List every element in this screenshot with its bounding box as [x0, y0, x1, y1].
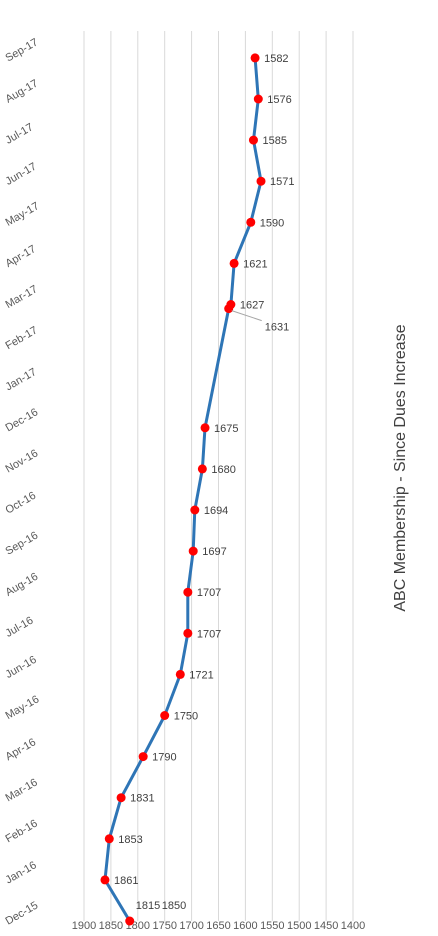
data-point	[160, 711, 170, 720]
data-point	[100, 875, 110, 885]
data-point	[116, 793, 126, 803]
data-label: 1585	[262, 135, 286, 147]
data-point	[229, 258, 239, 268]
x-tick-label: Jul-17	[4, 121, 36, 146]
x-tick-label: May-17	[4, 200, 42, 229]
y-tick-label: 1400	[341, 920, 365, 932]
x-tick-label: Jan-17	[4, 366, 39, 393]
x-tick-label: Oct-16	[4, 490, 39, 517]
data-label: 1861	[114, 875, 138, 887]
data-label: 1750	[174, 711, 198, 723]
x-axis-ticks: Dec-15 Jan-16 Feb-16 Mar-16 Apr-16 May-16 Jun-…	[4, 36, 42, 927]
x-tick-label: Apr-16	[4, 736, 39, 763]
x-tick-label: Jun-17	[4, 161, 39, 188]
data-point	[104, 834, 114, 844]
y-tick-label: 1850	[99, 920, 123, 932]
x-tick-label: Mar-17	[4, 283, 40, 311]
data-label: 1694	[204, 505, 228, 517]
data-markers	[100, 53, 266, 926]
y-tick-label: 1600	[233, 920, 257, 932]
x-tick-label: Feb-16	[4, 818, 40, 846]
x-tick-label: Mar-16	[4, 776, 40, 804]
x-tick-label: Feb-17	[4, 324, 40, 352]
data-label: 1850	[162, 900, 186, 912]
x-tick-label: Aug-16	[4, 571, 41, 599]
data-point	[248, 135, 258, 145]
data-label: 1707	[197, 628, 221, 640]
data-point	[256, 176, 266, 186]
gridlines	[83, 31, 354, 921]
data-point	[183, 587, 193, 597]
data-point	[246, 217, 256, 227]
data-label: 1571	[270, 176, 294, 188]
data-label: 1815	[136, 900, 160, 912]
data-label: 1831	[130, 793, 154, 805]
y-tick-label: 1700	[179, 920, 203, 932]
y-tick-label: 1750	[152, 920, 176, 932]
data-label: 1675	[214, 423, 238, 435]
data-point	[253, 94, 263, 104]
y-tick-label: 1550	[260, 920, 284, 932]
x-tick-label: Sep-17	[4, 36, 41, 64]
x-tick-label: Dec-16	[4, 406, 41, 434]
y-axis-ticks: 1900 1850 1800 1750 1700 1650 1600 1550 1500 1450…	[72, 920, 365, 932]
data-point	[175, 669, 185, 679]
data-point	[183, 628, 193, 638]
chart-title: ABC Membership - Since Dues Increase	[392, 324, 409, 611]
x-tick-label: Aug-17	[4, 77, 41, 105]
data-label: 1627	[240, 300, 264, 312]
y-tick-label: 1500	[287, 920, 311, 932]
data-label: 1853	[118, 834, 142, 846]
data-label: 1582	[264, 53, 288, 65]
y-tick-label: 1900	[72, 920, 96, 932]
data-point	[138, 752, 148, 762]
x-tick-label: May-16	[4, 693, 42, 722]
data-point	[250, 53, 260, 63]
y-tick-label: 1450	[314, 920, 338, 932]
data-label: 1680	[211, 464, 235, 476]
data-point	[226, 300, 236, 309]
data-label: 1631	[265, 322, 289, 334]
data-point	[200, 423, 210, 433]
data-label: 1697	[202, 546, 226, 558]
data-point	[188, 546, 198, 556]
x-tick-label: Jun-16	[4, 654, 39, 681]
data-label: 1621	[243, 258, 267, 270]
x-tick-label: Jul-16	[4, 615, 36, 640]
label-leader-line	[231, 310, 262, 322]
data-label: 1590	[260, 217, 284, 229]
data-label: 1707	[197, 587, 221, 599]
data-label: 1576	[267, 94, 291, 106]
y-tick-label: 1650	[206, 920, 230, 932]
x-tick-label: Dec-15	[4, 899, 41, 927]
data-point	[125, 916, 135, 926]
data-point	[190, 505, 200, 515]
data-point	[197, 464, 207, 474]
x-tick-label: Jan-16	[4, 859, 39, 886]
x-tick-label: Sep-16	[4, 530, 41, 558]
x-tick-label: Nov-16	[4, 447, 41, 475]
x-tick-label: Apr-17	[4, 243, 39, 270]
data-label: 1790	[152, 752, 176, 764]
data-labels: 1815 1861 1853 1831 1790 1750 1721 1707 1707 1697…	[114, 53, 295, 912]
data-label: 1721	[189, 669, 213, 681]
series-line	[103, 56, 263, 923]
